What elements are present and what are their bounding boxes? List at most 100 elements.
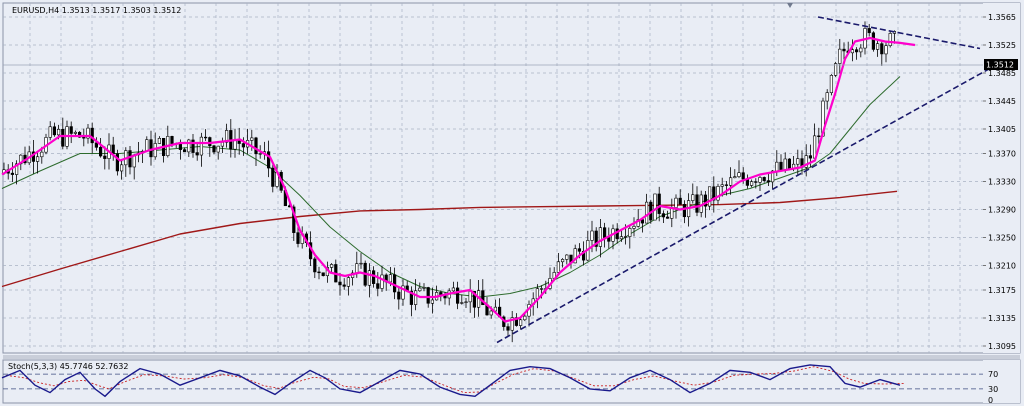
candle-bear (766, 180, 770, 183)
candle-bear (472, 290, 477, 308)
candle-bull (556, 261, 560, 273)
candle-bear (99, 147, 103, 157)
candle-bear (762, 177, 766, 181)
candle-bear (779, 161, 783, 171)
main-title: EURUSD,H4 1.3513 1.3517 1.3503 1.3512 (12, 6, 181, 15)
candle-bull (875, 43, 880, 50)
candle-bull (825, 92, 829, 102)
price-tick-label: 1.3370 (988, 150, 1016, 159)
candle-bear (602, 227, 607, 238)
candle-bull (733, 176, 737, 179)
candle-bull (422, 287, 426, 289)
candle-bear (82, 136, 86, 139)
candle-bear (183, 149, 187, 153)
current-price-label: 1.3512 (986, 61, 1014, 70)
candle-bear (678, 197, 682, 205)
candle-bull (632, 226, 636, 229)
candle-bear (376, 283, 380, 289)
candle-bear (149, 139, 153, 158)
price-tick-label: 1.3525 (988, 41, 1016, 50)
candle-bear (871, 32, 875, 50)
candle-bull (225, 130, 229, 143)
candle-bull (120, 164, 124, 172)
panel-separator[interactable] (3, 355, 1020, 359)
candle-bull (418, 287, 422, 292)
stoch-axis-label: 0 (988, 396, 993, 405)
main-panel (2, 2, 1021, 354)
candle-bull (199, 136, 204, 156)
candle-bull (329, 264, 334, 268)
candle-bear (103, 155, 107, 159)
candle-bear (712, 186, 716, 201)
candle-bear (10, 172, 14, 175)
candle-bull (367, 270, 372, 286)
trendlines[interactable] (496, 16, 989, 344)
price-tick-label: 1.3175 (988, 286, 1016, 295)
candle-bull (464, 301, 468, 303)
candle-bull (216, 145, 220, 153)
candle-bull (518, 319, 523, 326)
candle-bull (15, 163, 19, 175)
candle-bull (73, 131, 77, 134)
candle-bull (86, 127, 90, 139)
current-price-tag (984, 59, 1018, 70)
candle-bull (401, 285, 405, 300)
stoch-axis-label: 30 (988, 385, 998, 394)
candle-bull (346, 277, 351, 287)
price-tick-label: 1.3210 (988, 262, 1016, 271)
candle-bull (829, 75, 833, 93)
candle-bear (657, 193, 661, 214)
candle-bull (413, 290, 418, 305)
candle-bull (220, 142, 225, 147)
candle-bear (808, 155, 812, 159)
candle-bear (754, 181, 758, 183)
candle-bear (52, 126, 56, 136)
ma-slow (1, 190, 898, 288)
price-tick-label: 1.3330 (988, 178, 1016, 187)
candle-bear (115, 153, 119, 172)
candle-bull (628, 228, 632, 237)
candle-bull (644, 201, 649, 224)
candle-bull (691, 194, 695, 201)
stochastic: 70 30 0 (1, 364, 998, 405)
price-tick-label: 1.3135 (988, 314, 1016, 323)
candle-bull (884, 45, 888, 55)
candle-bull (749, 181, 754, 186)
candle-bull (40, 151, 44, 158)
candle-bull (598, 227, 602, 247)
stoch-signal-line (5, 366, 905, 394)
candle-bull (430, 299, 435, 304)
candle-bear (661, 213, 665, 218)
candle-bull (590, 230, 594, 241)
chart-shift-marker-icon[interactable] (787, 3, 793, 8)
candle-bear (665, 216, 670, 219)
candle-bull (460, 302, 464, 304)
candle-bear (695, 194, 699, 213)
candle-bear (317, 271, 321, 274)
candle-bull (653, 193, 657, 221)
candle-bull (716, 186, 720, 201)
candle-bear (208, 137, 212, 147)
candle-bear (817, 135, 821, 137)
candle-bull (636, 219, 640, 227)
candle-bear (724, 184, 728, 186)
candle-bull (451, 287, 456, 292)
stoch-axis-label: 70 (988, 370, 998, 379)
candle-bull (838, 48, 842, 64)
candle-bear (111, 144, 115, 155)
candle-bear (409, 290, 414, 305)
candle-bull (850, 49, 854, 54)
candle-bull (707, 186, 712, 207)
candle-bear (854, 49, 859, 53)
candle-bear (682, 204, 686, 218)
candle-bull (674, 197, 678, 208)
candle-bear (69, 126, 73, 134)
candle-bear (94, 142, 98, 148)
price-tick-label: 1.3485 (988, 69, 1016, 78)
candle-bear (594, 230, 598, 247)
price-tick-label: 1.3290 (988, 206, 1016, 215)
candle-bear (170, 136, 174, 144)
candle-bear (191, 139, 195, 153)
candle-bear (254, 137, 258, 155)
candle-bear (204, 136, 208, 139)
